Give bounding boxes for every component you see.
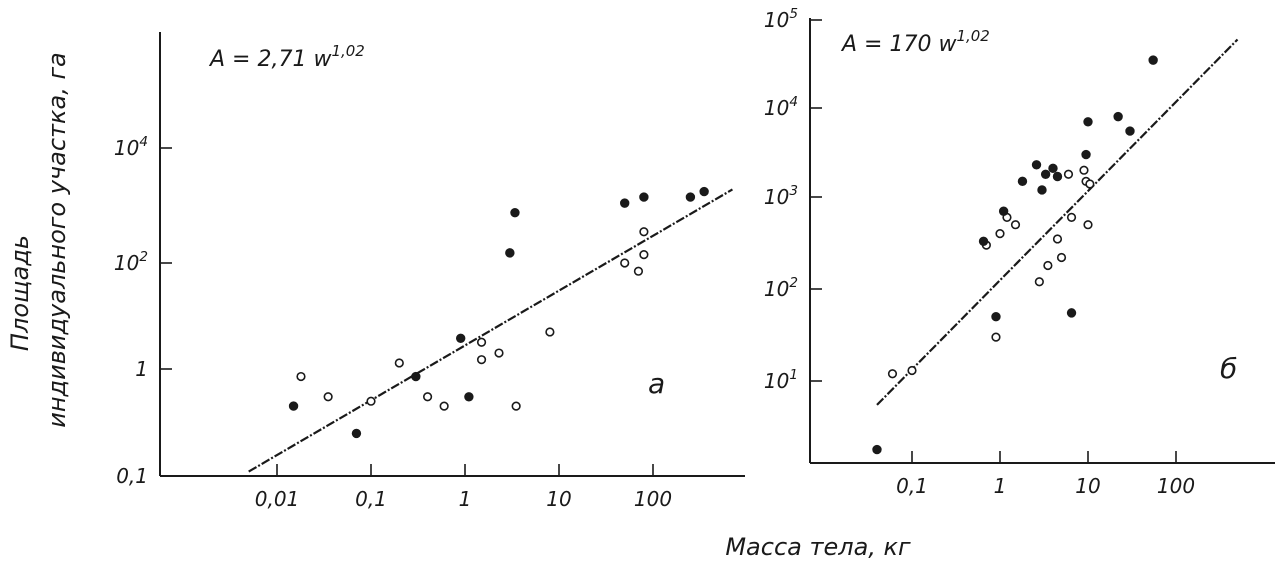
panel-a-y-tick-label: 102 [114, 249, 148, 275]
panel-b-open-point [1010, 220, 1021, 230]
y-axis-label-line1: Площадь [6, 235, 34, 351]
panel-b-open-point [887, 369, 898, 379]
panel-a-filled-point [351, 428, 362, 439]
panel-a-filled-point [505, 248, 515, 258]
panel-b-equation: A = 170 w1,02 [840, 27, 990, 57]
panel-a-y-tick-label: 104 [114, 134, 148, 160]
panel-b-filled-point [1081, 149, 1091, 160]
panel-b-filled-point [1083, 117, 1093, 127]
panel-b-filled-point [978, 236, 989, 246]
panel-a-filled-point [685, 192, 696, 202]
panel-b-open-point [1056, 252, 1067, 263]
panel-b-open-point [1083, 220, 1093, 230]
panel-a-label: а [648, 367, 665, 400]
panel-b-filled-point [1125, 126, 1135, 136]
panel-a-open-point [639, 249, 649, 260]
panel-b-filled-point [1052, 171, 1063, 182]
panel-a-equation: A = 2,71 w1,02 [208, 42, 365, 72]
panel-a-filled-point [411, 371, 421, 382]
panel-a-open-point [296, 371, 306, 382]
panel-b-open-point [907, 365, 917, 376]
panel-b-open-point [991, 332, 1001, 342]
panel-a-filled-point [510, 207, 520, 218]
panel-b-x-tick-label: 10 [1075, 474, 1100, 498]
panel-a-fit-line [248, 188, 733, 473]
panel-b-filled-point [1040, 169, 1051, 179]
panel-a-open-point [422, 392, 433, 402]
panel-a: 0,01 0,1 1 10 100 0,1 1 102 104 A = 2,71 w1,02 а [114, 32, 745, 511]
panel-b-y-tick-label: 103 [764, 183, 798, 209]
panel-b-x-tick-label: 0,1 [896, 474, 928, 498]
panel-a-x-tick-label: 100 [634, 487, 672, 511]
panel-a-open-point [545, 327, 555, 337]
panel-b-open-point [1063, 169, 1074, 179]
panel-a-open-point [476, 337, 487, 347]
panel-b-open-point [1043, 260, 1053, 271]
panel-b-filled-point [872, 444, 882, 455]
panel-b-filled-point [1048, 163, 1058, 174]
y-axis-label-line2: индивидуального участка, га [43, 52, 71, 428]
panel-a-filled-point [288, 401, 299, 411]
panel-b-open-point [1085, 179, 1095, 189]
panel-b-filled-point [998, 206, 1009, 216]
panel-a-open-point [439, 401, 449, 411]
panel-a-open-point [394, 358, 404, 368]
panel-b-filled-point [1066, 308, 1077, 318]
panel-b-open-point [1066, 212, 1077, 223]
panel-b-filled-point [991, 311, 1001, 322]
panel-a-filled-point [455, 333, 466, 343]
panel-a-x-tick-label: 0,1 [355, 487, 387, 511]
panel-b-filled-point [1037, 185, 1047, 195]
panel-a-open-point [633, 266, 644, 276]
panel-b-filled-point [1148, 55, 1158, 65]
panel-a-filled-point [464, 392, 474, 402]
panel-b-open-point [995, 229, 1005, 239]
panel-a-filled-point [620, 198, 630, 208]
panel-b-open-point [1034, 277, 1044, 287]
panel-a-x-tick-label: 10 [546, 487, 571, 511]
panel-b-y-tick-label: 102 [764, 275, 798, 301]
panel-b-open-point [1052, 234, 1063, 244]
panel-b-x-tick-label: 1 [994, 474, 1007, 498]
panel-a-open-point [639, 227, 649, 237]
panel-b-label: б [1220, 352, 1237, 385]
panel-a-open-point [511, 401, 521, 411]
panel-a-y-tick-label: 0,1 [116, 464, 148, 488]
x-axis-label: Масса тела, кг [725, 533, 911, 561]
panel-b-filled-point [1031, 160, 1042, 170]
panel-a-open-point [323, 392, 333, 402]
panel-b-y-tick-label: 104 [764, 94, 798, 120]
panel-b-x-tick-label: 100 [1157, 474, 1195, 498]
panel-b-fit-line [876, 38, 1239, 406]
panel-b-filled-point [1017, 176, 1028, 187]
panel-a-open-point [366, 396, 376, 406]
panel-b-filled-point [1113, 111, 1123, 122]
panel-b-y-tick-label: 105 [764, 6, 798, 32]
panel-b-y-tick-label: 101 [764, 367, 798, 393]
panel-a-x-tick-label: 0,01 [255, 487, 300, 511]
panel-a-filled-point [639, 192, 649, 202]
panel-b-open-point [1079, 165, 1089, 175]
panel-a-open-point [494, 348, 504, 358]
panel-a-filled-point [699, 186, 709, 197]
panel-b: 0,1 1 10 100 101 102 103 104 105 A = 170 w1,02 б [764, 6, 1275, 498]
panel-a-x-tick-label: 1 [459, 487, 472, 511]
panel-a-y-tick-label: 1 [135, 357, 148, 381]
panel-a-open-point [476, 355, 487, 365]
panel-a-open-point [620, 258, 630, 268]
